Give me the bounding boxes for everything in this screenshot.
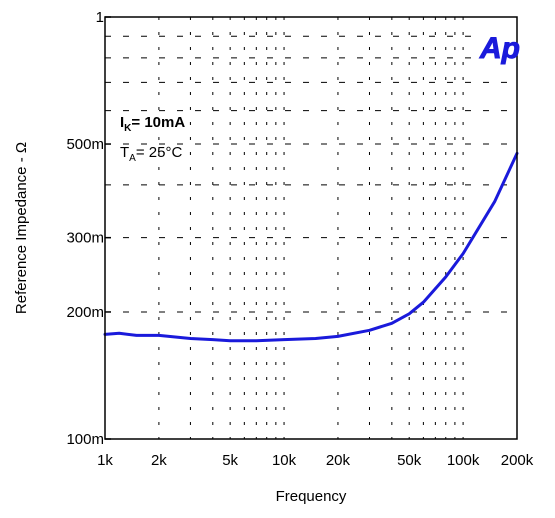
y-axis-title: Reference Impedance - Ω (13, 142, 30, 314)
annotation-current: IK= 10mA (120, 114, 185, 134)
x-tick-label: 2k (151, 452, 167, 469)
y-tick-label: 300m (66, 230, 104, 247)
annotation-current-value: = 10mA (131, 114, 185, 131)
impedance-series-line (103, 151, 519, 343)
logo-text: Ap (479, 32, 520, 65)
y-tick-label: 1 (96, 9, 104, 26)
y-tick-label: 100m (66, 431, 104, 448)
x-tick-label: 1k (97, 452, 113, 469)
x-tick-label: 100k (447, 452, 480, 469)
x-axis-title: Frequency (276, 488, 347, 505)
annotation-temperature-symbol: T (120, 144, 129, 161)
x-tick-label: 10k (272, 452, 297, 469)
ap-logo: Ap (478, 20, 521, 66)
y-tick-labels: 100m 200m 300m 500m 1 (66, 9, 111, 448)
annotation-temperature-value: = 25°C (136, 144, 183, 161)
y-tick-label: 200m (66, 304, 104, 321)
series-layer (103, 151, 519, 343)
plot-frame (104, 16, 518, 440)
x-tick-label: 50k (397, 452, 422, 469)
x-tick-labels: 1k 2k 5k 10k 20k 50k 100k 200k (97, 452, 534, 469)
annotation-current-symbol: I (120, 114, 124, 131)
annotation-temperature: TA= 25°C (120, 144, 182, 164)
logo-background (478, 20, 515, 64)
y-tick-label: 500m (66, 136, 104, 153)
x-tick-label: 200k (501, 452, 534, 469)
x-tick-label: 20k (326, 452, 351, 469)
annotation-current-subscript: K (124, 123, 132, 134)
annotation-temperature-subscript: A (129, 153, 136, 164)
grid-lines (105, 17, 517, 439)
x-tick-label: 5k (222, 452, 238, 469)
